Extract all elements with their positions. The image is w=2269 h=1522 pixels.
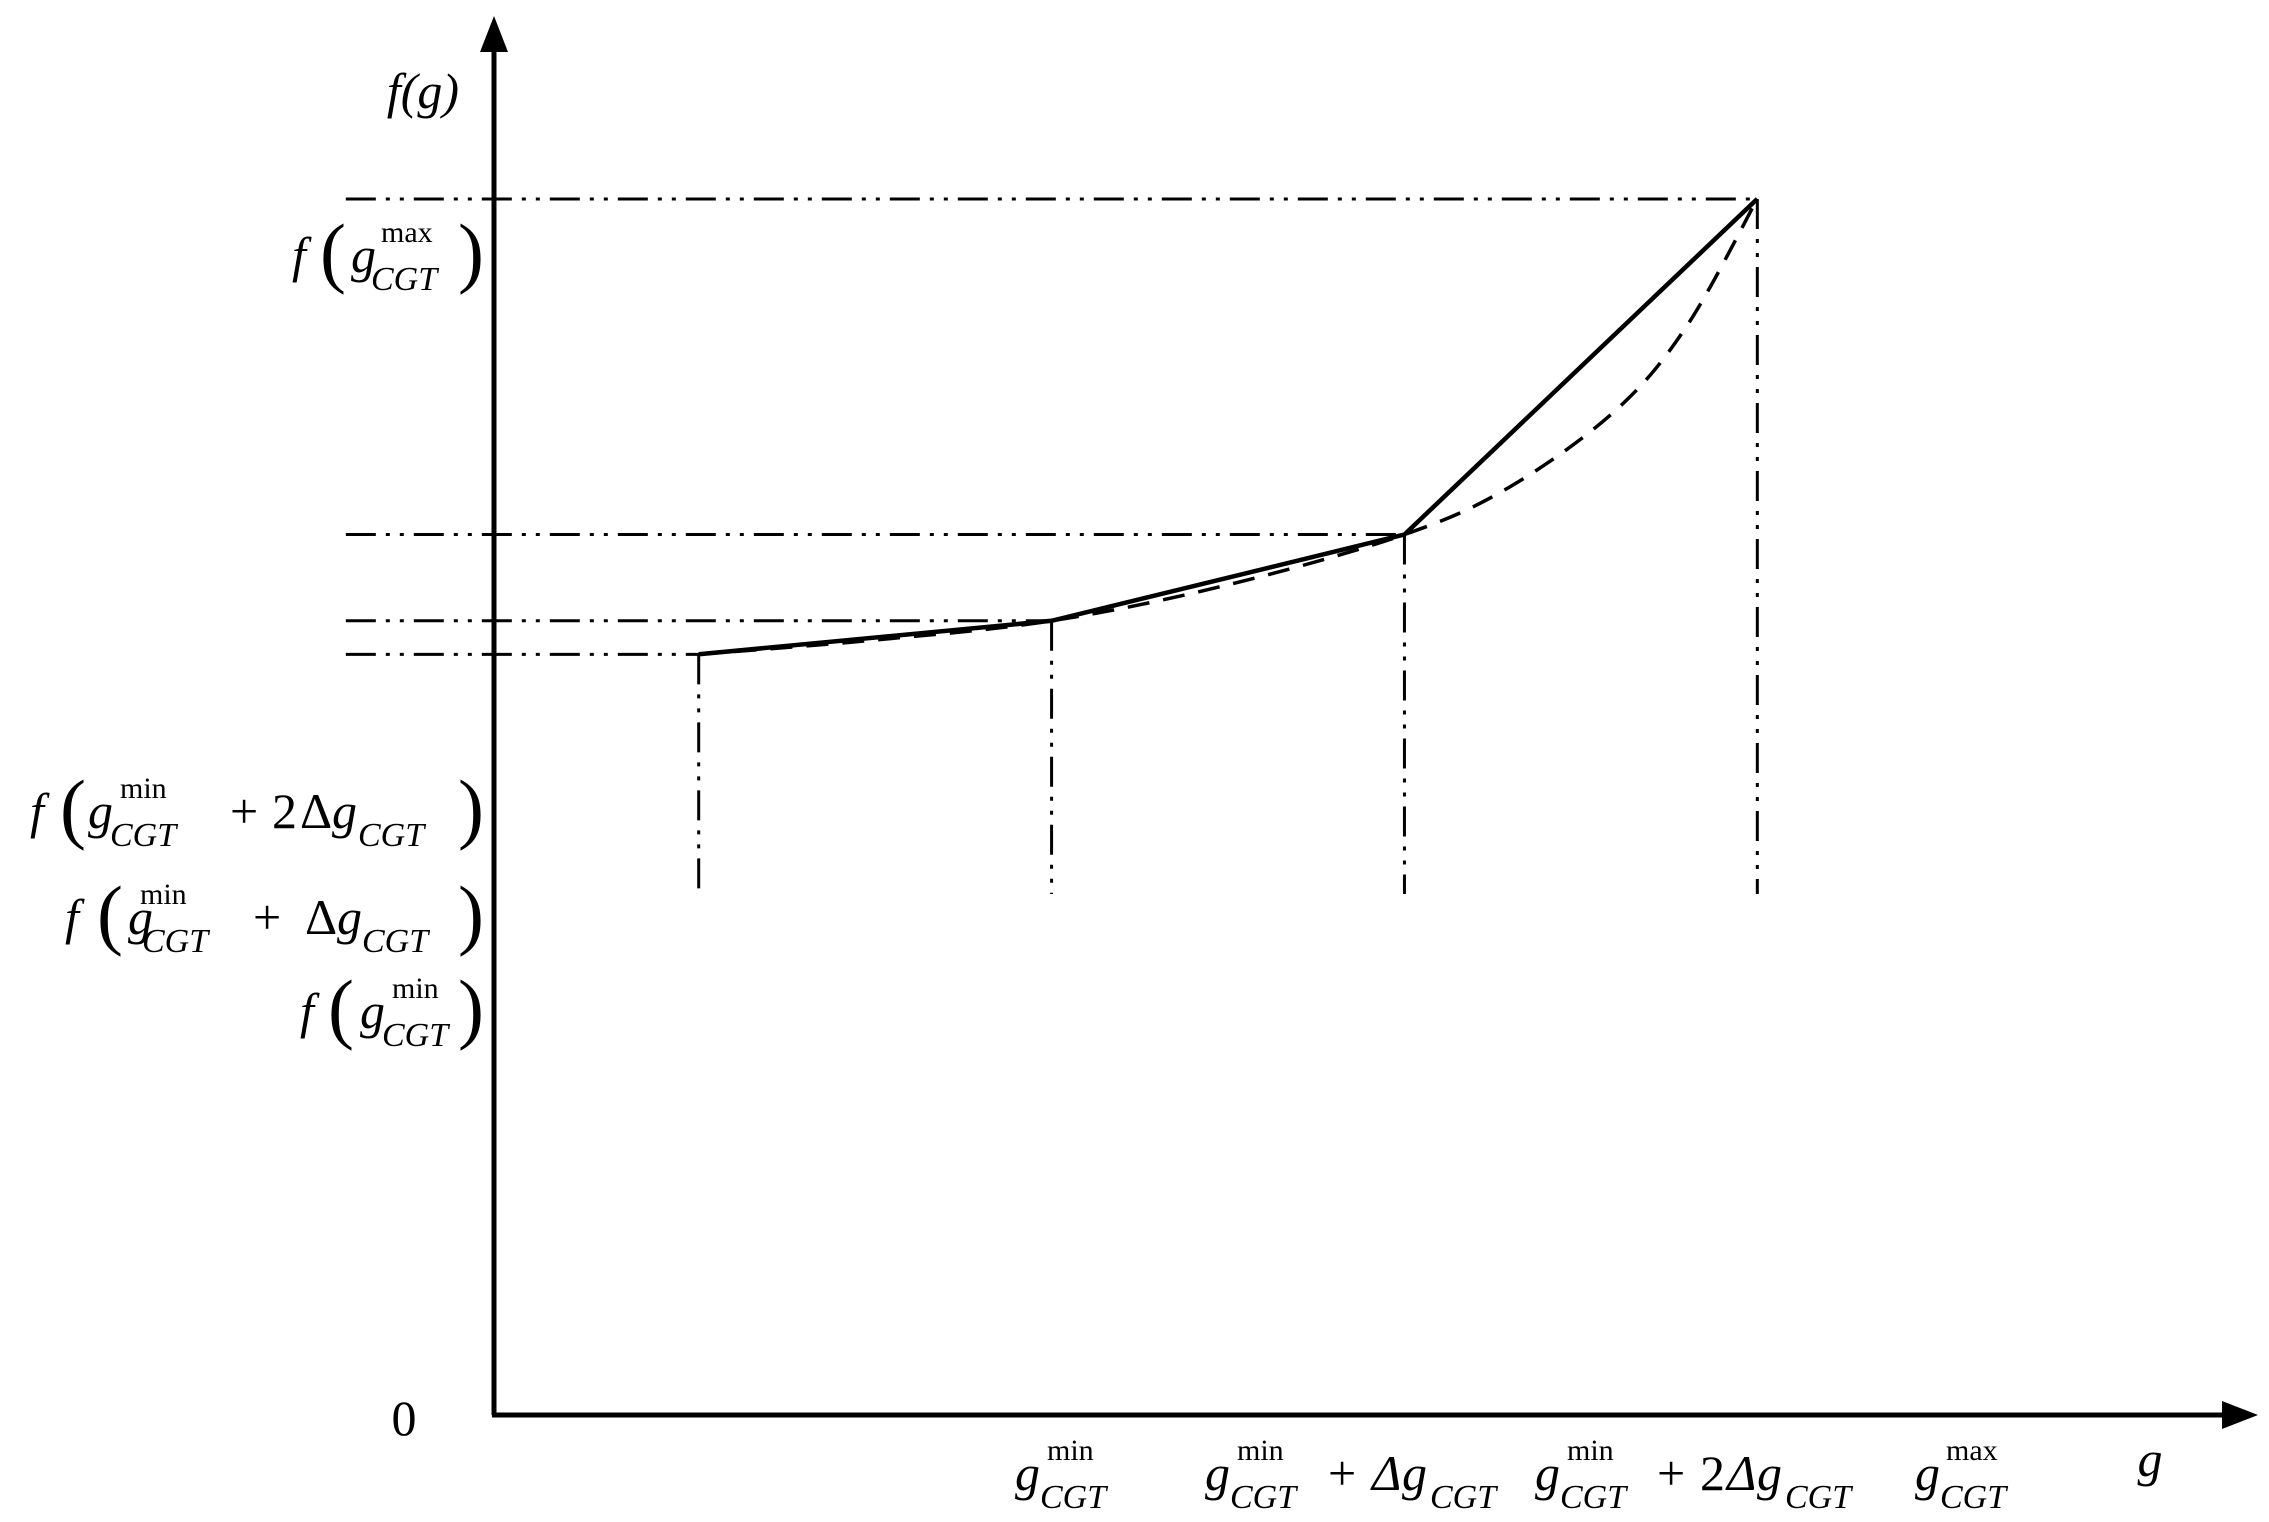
svg-text:+: + (230, 783, 258, 839)
svg-text:CGT: CGT (382, 1017, 450, 1054)
svg-text:min: min (1237, 1434, 1284, 1467)
origin-label: 0 (392, 1390, 417, 1446)
svg-text:g: g (351, 227, 376, 283)
svg-text:f: f (65, 889, 85, 945)
y-tick-label-max: f ( g max CGT ) (292, 208, 484, 298)
y-tick-label-min-plus-delta: f ( g min CGT + Δ g CGT ) (65, 870, 484, 960)
svg-text:CGT: CGT (1940, 1479, 2008, 1516)
svg-text:2: 2 (272, 783, 297, 839)
svg-text:+: + (1328, 1445, 1356, 1501)
y-tick-label-min-plus-2delta: f ( g min CGT + 2 Δ g CGT ) (30, 764, 484, 854)
svg-text:g: g (337, 889, 362, 945)
svg-text:(: ( (328, 964, 354, 1051)
svg-text:g: g (360, 983, 385, 1039)
svg-text:(: ( (60, 764, 86, 851)
series-curve (698, 198, 1759, 657)
svg-text:g: g (1015, 1445, 1040, 1501)
svg-text:CGT: CGT (1040, 1479, 1108, 1516)
svg-text:f: f (30, 783, 50, 839)
svg-text:CGT: CGT (362, 923, 430, 960)
x-axis-label: g (2138, 1431, 2163, 1487)
svg-text:max: max (381, 216, 433, 249)
svg-text:): ) (458, 764, 484, 851)
svg-text:CGT: CGT (1785, 1479, 1853, 1516)
svg-text:CGT: CGT (142, 923, 210, 960)
svg-text:Δ: Δ (1725, 1445, 1756, 1501)
svg-text:g: g (1205, 1445, 1230, 1501)
x-tick-label-min-plus-2delta: g min CGT + 2 Δ g CGT (1535, 1434, 1853, 1516)
svg-text:min: min (1047, 1434, 1094, 1467)
svg-text:CGT: CGT (110, 817, 178, 854)
svg-text:f: f (292, 227, 312, 283)
svg-text:g: g (128, 889, 153, 945)
svg-text:(: ( (320, 208, 346, 295)
series-piecewise-linear (698, 197, 1759, 657)
svg-text:2: 2 (1700, 1445, 1725, 1501)
y-tick-label-min: f ( g min CGT ) (300, 964, 484, 1054)
y-axis-label: f(g) (387, 63, 459, 119)
svg-text:CGT: CGT (1230, 1479, 1298, 1516)
svg-text:min: min (140, 878, 187, 911)
svg-text:g: g (1915, 1445, 1940, 1501)
y-axis-arrow (480, 16, 508, 52)
svg-text:min: min (392, 972, 439, 1005)
svg-text:g: g (1535, 1445, 1560, 1501)
svg-text:Δ: Δ (300, 783, 332, 839)
x-tick-label-max: g max CGT (1915, 1434, 2008, 1516)
svg-text:): ) (458, 208, 484, 295)
svg-text:CGT: CGT (1560, 1479, 1628, 1516)
svg-text:g: g (1757, 1445, 1782, 1501)
svg-text:g: g (332, 783, 357, 839)
svg-text:Δ: Δ (1370, 1445, 1401, 1501)
svg-text:max: max (1946, 1434, 1998, 1467)
x-axis-arrow (2222, 1401, 2258, 1429)
svg-text:g: g (88, 783, 113, 839)
data-series (698, 197, 1759, 657)
svg-text:(: ( (97, 870, 123, 957)
svg-text:): ) (458, 964, 484, 1051)
svg-text:): ) (458, 870, 484, 957)
svg-text:CGT: CGT (371, 261, 439, 298)
svg-text:+: + (253, 889, 281, 945)
x-tick-label-min-plus-delta: g min CGT + Δ g CGT (1205, 1434, 1498, 1516)
svg-text:Δ: Δ (305, 889, 337, 945)
guide-lines (345, 197, 1759, 895)
svg-text:+: + (1657, 1445, 1685, 1501)
svg-text:g: g (1402, 1445, 1427, 1501)
x-tick-label-min: g min CGT (1015, 1434, 1108, 1516)
svg-text:CGT: CGT (1430, 1479, 1498, 1516)
svg-text:min: min (1567, 1434, 1614, 1467)
svg-text:CGT: CGT (358, 817, 426, 854)
svg-text:min: min (120, 772, 167, 805)
svg-text:f: f (300, 983, 320, 1039)
